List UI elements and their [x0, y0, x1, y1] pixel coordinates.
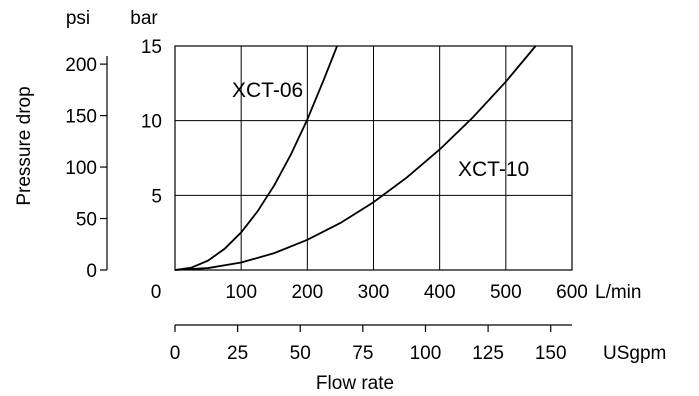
usgpm-tick-label: 100 — [410, 343, 442, 364]
lmin-tick-label: 500 — [490, 282, 522, 303]
psi-tick-label: 0 — [86, 261, 97, 282]
psi-tick-label: 150 — [65, 107, 97, 128]
lmin-axis: 0 100 200 300 400 500 600 L/min — [151, 282, 642, 303]
series-line-xct-10 — [174, 45, 537, 271]
x-axis-title: Flow rate — [316, 373, 394, 394]
usgpm-tick-label: 125 — [472, 343, 504, 364]
lmin-tick-label: 600 — [556, 282, 588, 303]
usgpm-unit-label: USgpm — [603, 343, 666, 364]
psi-unit-label: psi — [66, 8, 90, 29]
bar-tick-label: 15 — [141, 37, 162, 58]
series-label: XCT-06 — [232, 79, 303, 102]
y-axis-title: Pressure drop — [14, 86, 35, 205]
usgpm-tick-label: 75 — [352, 343, 373, 364]
usgpm-tick-label: 0 — [170, 343, 181, 364]
plot-area-frame — [174, 45, 573, 271]
grid-lines — [175, 46, 572, 270]
series-label: XCT-10 — [458, 158, 529, 181]
psi-tick-label: 100 — [65, 158, 97, 179]
bar-tick-label: 10 — [141, 112, 162, 133]
usgpm-tick-label: 150 — [535, 343, 567, 364]
lmin-tick-label: 300 — [358, 282, 390, 303]
psi-tick-label: 200 — [65, 55, 97, 76]
usgpm-axis: 0 25 50 75 100 125 150 USgpm — [170, 324, 666, 364]
usgpm-tick-label: 50 — [290, 343, 311, 364]
lmin-tick-label: 100 — [225, 282, 257, 303]
lmin-tick-label: 0 — [151, 282, 162, 303]
usgpm-tick-label: 25 — [227, 343, 248, 364]
lmin-tick-label: 200 — [291, 282, 323, 303]
psi-tick-label: 50 — [76, 210, 97, 231]
series-line-xct-06 — [174, 45, 338, 271]
bar-axis: 5 10 15 bar — [130, 8, 162, 207]
lmin-tick-label: 400 — [424, 282, 456, 303]
chart-labels: XCT-06 XCT-10 Pressure drop Flow rate — [14, 79, 529, 394]
bar-unit-label: bar — [130, 8, 158, 29]
curves — [174, 45, 537, 271]
lmin-unit-label: L/min — [595, 282, 641, 303]
psi-axis: 0 50 100 150 200 psi — [65, 8, 108, 282]
bar-tick-label: 5 — [151, 186, 162, 207]
